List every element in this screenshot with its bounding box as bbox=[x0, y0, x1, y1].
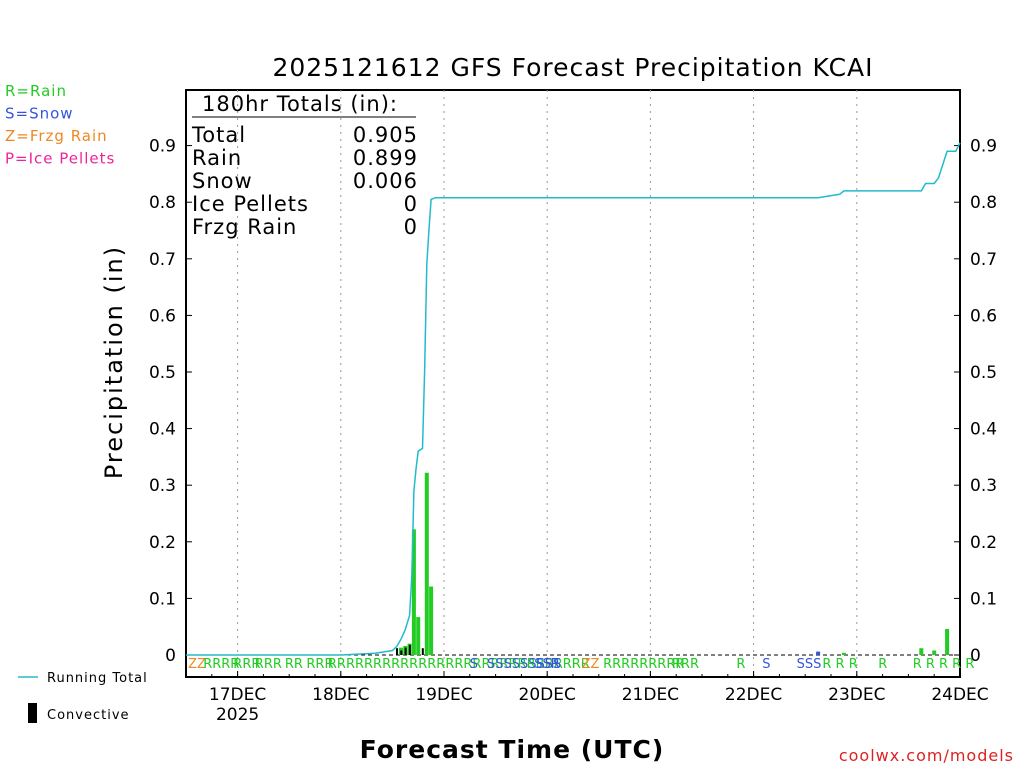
y-tick-label-right: 0.2 bbox=[970, 533, 997, 553]
y-tick-label-left: 0.9 bbox=[149, 137, 176, 157]
y-tick-label-right: 0.8 bbox=[970, 193, 997, 213]
ptype-marker: R R R R R bbox=[913, 657, 975, 672]
y-axis-label: Precipitation (in) bbox=[100, 245, 128, 479]
precip-bar bbox=[932, 650, 937, 655]
ptype-marker: ZZ bbox=[188, 657, 206, 672]
totals-label: Frzg Rain bbox=[192, 215, 297, 239]
y-tick-label-right: 0.9 bbox=[970, 137, 997, 157]
precip-bar bbox=[919, 648, 924, 655]
ptype-marker: R bbox=[878, 657, 887, 672]
ptype-legend-item: S=Snow bbox=[5, 105, 74, 123]
ptype-marker: SSSSSSSSS bbox=[487, 657, 561, 672]
totals-value: 0.905 bbox=[353, 123, 418, 147]
y-tick-label-left: 0.3 bbox=[149, 476, 176, 496]
ptype-legend-item: R=Rain bbox=[5, 82, 67, 100]
y-tick-label-left: 0.2 bbox=[149, 533, 176, 553]
ptype-marker: ZZ bbox=[582, 657, 600, 672]
convective-bar bbox=[404, 647, 407, 655]
precip-bar bbox=[945, 628, 950, 655]
convective-bar bbox=[408, 644, 411, 655]
precip-bar bbox=[429, 586, 434, 655]
y-tick-label-right: 0.3 bbox=[970, 476, 997, 496]
plot-frame bbox=[185, 89, 961, 678]
x-axis-label: Forecast Time (UTC) bbox=[360, 735, 665, 764]
ptype-marker: S bbox=[762, 657, 770, 672]
ptype-marker: SSS bbox=[797, 657, 822, 672]
totals-label: Rain bbox=[192, 146, 242, 170]
y-tick-label-left: 0.6 bbox=[149, 306, 176, 326]
totals-value: 0.006 bbox=[353, 169, 418, 193]
convective-legend-label: Convective bbox=[47, 708, 130, 723]
totals-label: Total bbox=[191, 123, 246, 147]
ptype-marker: S bbox=[470, 657, 478, 672]
precip-bar bbox=[816, 651, 821, 655]
totals-label: Ice Pellets bbox=[192, 192, 309, 216]
ptype-marker: R R R bbox=[822, 657, 857, 672]
y-tick-label-right: 0.5 bbox=[970, 363, 997, 383]
ptype-marker: RRR bbox=[306, 657, 333, 672]
y-tick-label-right: 0 bbox=[970, 646, 981, 666]
x-tick-label: 20DEC bbox=[519, 685, 576, 705]
y-tick-label-left: 0.7 bbox=[149, 250, 176, 270]
x-tick-label: 21DEC bbox=[622, 685, 679, 705]
ptype-legend-item: P=Ice Pellets bbox=[5, 150, 115, 168]
y-tick-label-left: 0 bbox=[165, 646, 176, 666]
running-total-legend-label: Running Total bbox=[47, 671, 148, 686]
x-tick-label: 23DEC bbox=[828, 685, 885, 705]
totals-label: Snow bbox=[192, 169, 253, 193]
ptype-marker: RR bbox=[285, 657, 303, 672]
ptype-marker: RRR bbox=[672, 657, 699, 672]
y-tick-label-left: 0.5 bbox=[149, 363, 176, 383]
precip-bar bbox=[411, 529, 416, 655]
precip-bar bbox=[841, 652, 846, 655]
convective-swatch bbox=[28, 703, 37, 723]
ptype-marker: RRRR bbox=[203, 657, 239, 672]
y-tick-label-right: 0.4 bbox=[970, 420, 997, 440]
chart-title: 2025121612 GFS Forecast Precipitation KC… bbox=[272, 53, 873, 82]
totals-heading: 180hr Totals (in): bbox=[202, 92, 398, 116]
ptype-marker: RRRRRRRRR bbox=[603, 657, 684, 672]
x-tick-label: 19DEC bbox=[415, 685, 472, 705]
credit-text: coolwx.com/models bbox=[839, 746, 1014, 765]
convective-bar bbox=[400, 650, 403, 655]
x-tick-label: 18DEC bbox=[312, 685, 369, 705]
ptype-marker: RRR bbox=[233, 657, 260, 672]
y-tick-label-left: 0.8 bbox=[149, 193, 176, 213]
y-tick-label-right: 0.7 bbox=[970, 250, 997, 270]
convective-bar bbox=[396, 648, 398, 655]
y-tick-label-left: 0.4 bbox=[149, 420, 176, 440]
y-tick-label-left: 0.1 bbox=[149, 589, 176, 609]
precip-bar bbox=[416, 617, 421, 655]
x-tick-sublabel: 2025 bbox=[216, 705, 259, 725]
ptype-marker: SSR bbox=[534, 657, 560, 672]
y-tick-label-right: 0.1 bbox=[970, 589, 997, 609]
convective-bar bbox=[421, 648, 424, 655]
ptype-marker: RRR bbox=[255, 657, 282, 672]
x-tick-label: 17DEC bbox=[209, 685, 266, 705]
y-tick-label-right: 0.6 bbox=[970, 306, 997, 326]
x-tick-label: 22DEC bbox=[725, 685, 782, 705]
x-tick-label: 24DEC bbox=[931, 685, 988, 705]
totals-value: 0.899 bbox=[353, 146, 418, 170]
running-total-line bbox=[186, 142, 961, 656]
totals-value: 0 bbox=[404, 192, 418, 216]
ptype-marker: R bbox=[736, 657, 745, 672]
ptype-marker: RRRRRRRRRRRRRRRRRRRRRRRRRRRRR bbox=[328, 657, 590, 672]
totals-value: 0 bbox=[404, 215, 418, 239]
precip-bar bbox=[424, 472, 429, 655]
ptype-legend-item: Z=Frzg Rain bbox=[5, 127, 108, 145]
